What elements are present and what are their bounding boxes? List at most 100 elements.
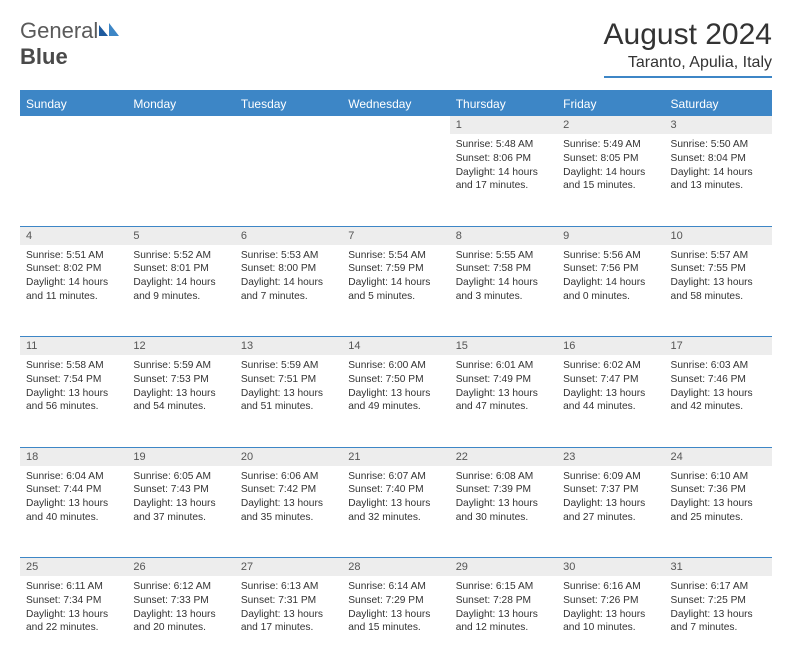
daylight-line: Daylight: 14 hours and 7 minutes. (241, 276, 336, 304)
day-cell: Sunrise: 6:15 AMSunset: 7:28 PMDaylight:… (450, 576, 557, 668)
day-cell: Sunrise: 5:59 AMSunset: 7:53 PMDaylight:… (127, 355, 234, 447)
day-cell: Sunrise: 5:56 AMSunset: 7:56 PMDaylight:… (557, 245, 664, 337)
day-cell (235, 134, 342, 226)
sunset-line: Sunset: 7:46 PM (671, 373, 766, 387)
day-number-cell: 31 (665, 558, 772, 577)
daylight-line: Daylight: 14 hours and 0 minutes. (563, 276, 658, 304)
location-label: Taranto, Apulia, Italy (604, 54, 772, 78)
week-row: Sunrise: 6:11 AMSunset: 7:34 PMDaylight:… (20, 576, 772, 668)
day-number-cell: 20 (235, 447, 342, 466)
calendar-table: Sunday Monday Tuesday Wednesday Thursday… (20, 92, 772, 668)
sunset-line: Sunset: 7:47 PM (563, 373, 658, 387)
daynum-row: 45678910 (20, 226, 772, 245)
sunset-line: Sunset: 7:53 PM (133, 373, 228, 387)
sunrise-line: Sunrise: 6:03 AM (671, 359, 766, 373)
sunrise-line: Sunrise: 6:06 AM (241, 470, 336, 484)
col-saturday: Saturday (665, 92, 772, 116)
sunset-line: Sunset: 7:31 PM (241, 594, 336, 608)
day-detail: Sunrise: 6:05 AMSunset: 7:43 PMDaylight:… (127, 466, 234, 531)
day-number-cell: 2 (557, 116, 664, 134)
day-cell (20, 134, 127, 226)
day-cell: Sunrise: 6:16 AMSunset: 7:26 PMDaylight:… (557, 576, 664, 668)
daylight-line: Daylight: 14 hours and 15 minutes. (563, 166, 658, 194)
day-number-cell (20, 116, 127, 134)
sunset-line: Sunset: 7:56 PM (563, 262, 658, 276)
day-cell (127, 134, 234, 226)
sunset-line: Sunset: 8:05 PM (563, 152, 658, 166)
sunset-line: Sunset: 7:59 PM (348, 262, 443, 276)
day-cell: Sunrise: 5:53 AMSunset: 8:00 PMDaylight:… (235, 245, 342, 337)
day-detail: Sunrise: 6:04 AMSunset: 7:44 PMDaylight:… (20, 466, 127, 531)
day-detail: Sunrise: 6:13 AMSunset: 7:31 PMDaylight:… (235, 576, 342, 641)
sunset-line: Sunset: 7:54 PM (26, 373, 121, 387)
sunrise-line: Sunrise: 6:14 AM (348, 580, 443, 594)
day-cell: Sunrise: 5:49 AMSunset: 8:05 PMDaylight:… (557, 134, 664, 226)
day-cell: Sunrise: 5:58 AMSunset: 7:54 PMDaylight:… (20, 355, 127, 447)
day-detail: Sunrise: 5:59 AMSunset: 7:53 PMDaylight:… (127, 355, 234, 420)
sunset-line: Sunset: 7:37 PM (563, 483, 658, 497)
sunrise-line: Sunrise: 5:53 AM (241, 249, 336, 263)
daylight-line: Daylight: 14 hours and 5 minutes. (348, 276, 443, 304)
day-cell: Sunrise: 5:55 AMSunset: 7:58 PMDaylight:… (450, 245, 557, 337)
day-number-cell: 29 (450, 558, 557, 577)
sunrise-line: Sunrise: 5:51 AM (26, 249, 121, 263)
week-row: Sunrise: 6:04 AMSunset: 7:44 PMDaylight:… (20, 466, 772, 558)
daylight-line: Daylight: 14 hours and 17 minutes. (456, 166, 551, 194)
day-cell: Sunrise: 6:08 AMSunset: 7:39 PMDaylight:… (450, 466, 557, 558)
sunrise-line: Sunrise: 5:59 AM (241, 359, 336, 373)
logo-part1: General (20, 18, 98, 43)
day-detail: Sunrise: 6:12 AMSunset: 7:33 PMDaylight:… (127, 576, 234, 641)
day-detail: Sunrise: 6:09 AMSunset: 7:37 PMDaylight:… (557, 466, 664, 531)
day-detail: Sunrise: 6:11 AMSunset: 7:34 PMDaylight:… (20, 576, 127, 641)
daylight-line: Daylight: 13 hours and 27 minutes. (563, 497, 658, 525)
day-cell: Sunrise: 6:09 AMSunset: 7:37 PMDaylight:… (557, 466, 664, 558)
sunrise-line: Sunrise: 6:15 AM (456, 580, 551, 594)
day-cell: Sunrise: 6:17 AMSunset: 7:25 PMDaylight:… (665, 576, 772, 668)
flag-icon (99, 22, 119, 38)
sunset-line: Sunset: 7:33 PM (133, 594, 228, 608)
sunrise-line: Sunrise: 6:09 AM (563, 470, 658, 484)
day-number-cell: 17 (665, 337, 772, 356)
month-title: August 2024 (604, 18, 772, 52)
sunset-line: Sunset: 7:25 PM (671, 594, 766, 608)
col-thursday: Thursday (450, 92, 557, 116)
day-cell: Sunrise: 6:14 AMSunset: 7:29 PMDaylight:… (342, 576, 449, 668)
daylight-line: Daylight: 13 hours and 35 minutes. (241, 497, 336, 525)
sunset-line: Sunset: 7:40 PM (348, 483, 443, 497)
logo-part2: Blue (20, 44, 68, 69)
day-number-cell: 27 (235, 558, 342, 577)
day-detail: Sunrise: 5:54 AMSunset: 7:59 PMDaylight:… (342, 245, 449, 310)
daylight-line: Daylight: 13 hours and 42 minutes. (671, 387, 766, 415)
col-wednesday: Wednesday (342, 92, 449, 116)
week-row: Sunrise: 5:58 AMSunset: 7:54 PMDaylight:… (20, 355, 772, 447)
day-detail: Sunrise: 5:53 AMSunset: 8:00 PMDaylight:… (235, 245, 342, 310)
daynum-row: 123 (20, 116, 772, 134)
day-number-cell: 21 (342, 447, 449, 466)
day-cell: Sunrise: 6:13 AMSunset: 7:31 PMDaylight:… (235, 576, 342, 668)
calendar-page: General Blue August 2024 Taranto, Apulia… (0, 0, 792, 668)
col-monday: Monday (127, 92, 234, 116)
day-detail: Sunrise: 5:59 AMSunset: 7:51 PMDaylight:… (235, 355, 342, 420)
daylight-line: Daylight: 13 hours and 44 minutes. (563, 387, 658, 415)
day-cell: Sunrise: 5:48 AMSunset: 8:06 PMDaylight:… (450, 134, 557, 226)
sunrise-line: Sunrise: 6:11 AM (26, 580, 121, 594)
title-block: August 2024 Taranto, Apulia, Italy (604, 18, 772, 78)
daynum-row: 11121314151617 (20, 337, 772, 356)
sunrise-line: Sunrise: 6:10 AM (671, 470, 766, 484)
col-sunday: Sunday (20, 92, 127, 116)
day-detail: Sunrise: 5:57 AMSunset: 7:55 PMDaylight:… (665, 245, 772, 310)
sunset-line: Sunset: 7:29 PM (348, 594, 443, 608)
day-cell: Sunrise: 6:05 AMSunset: 7:43 PMDaylight:… (127, 466, 234, 558)
sunrise-line: Sunrise: 6:12 AM (133, 580, 228, 594)
sunset-line: Sunset: 8:06 PM (456, 152, 551, 166)
day-header-row: Sunday Monday Tuesday Wednesday Thursday… (20, 92, 772, 116)
week-row: Sunrise: 5:51 AMSunset: 8:02 PMDaylight:… (20, 245, 772, 337)
day-number-cell: 26 (127, 558, 234, 577)
day-cell: Sunrise: 6:02 AMSunset: 7:47 PMDaylight:… (557, 355, 664, 447)
sunset-line: Sunset: 7:26 PM (563, 594, 658, 608)
logo-text: General Blue (20, 18, 119, 70)
day-number-cell: 10 (665, 226, 772, 245)
day-detail: Sunrise: 6:17 AMSunset: 7:25 PMDaylight:… (665, 576, 772, 641)
day-number-cell: 9 (557, 226, 664, 245)
sunrise-line: Sunrise: 6:05 AM (133, 470, 228, 484)
